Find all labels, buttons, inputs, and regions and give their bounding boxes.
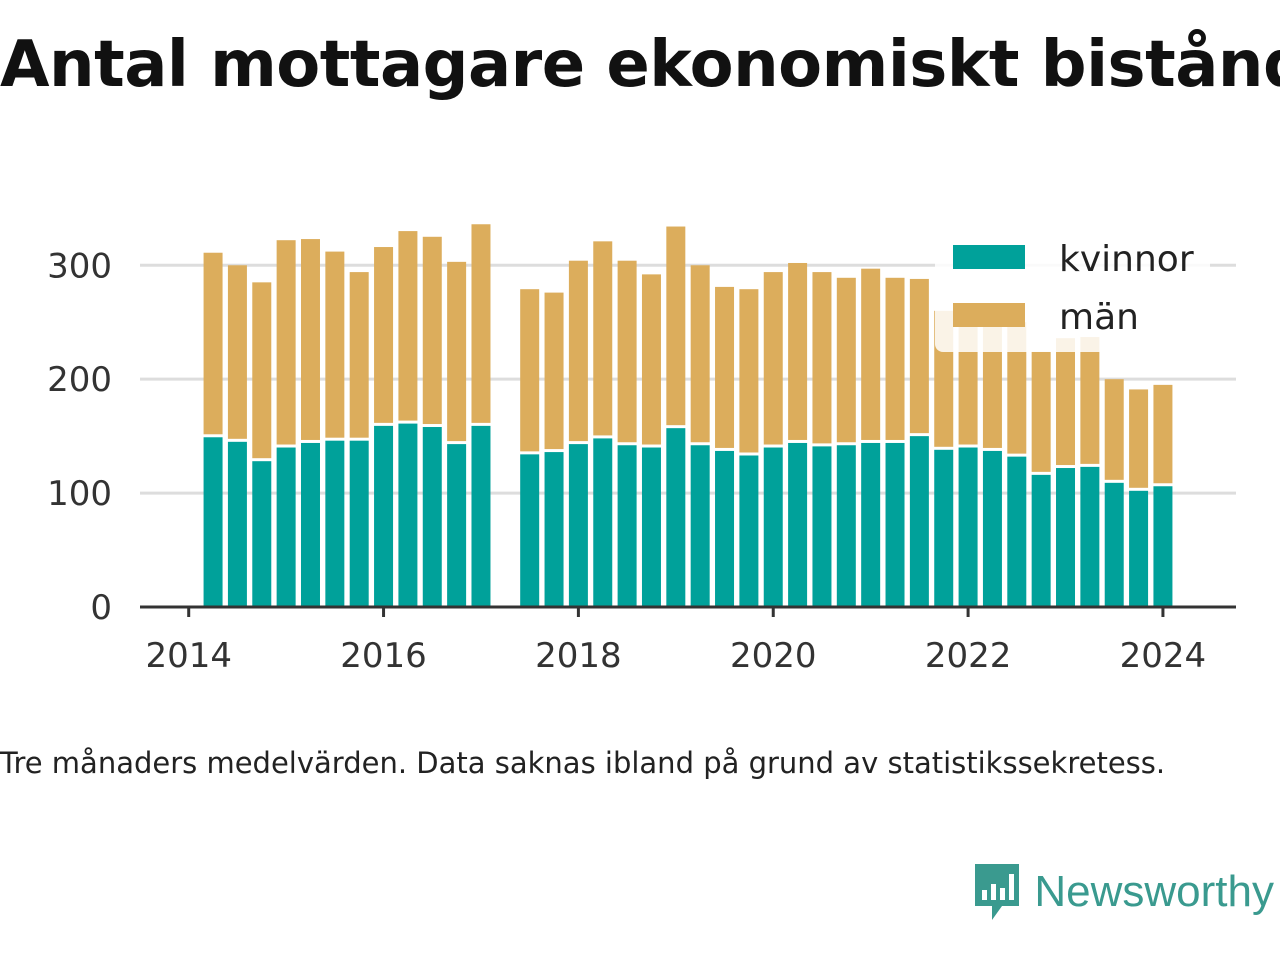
bar-man: [885, 277, 905, 440]
bar-kvinnor: [227, 441, 247, 607]
bar-man: [812, 272, 832, 444]
x-tick-label-2016: 2016: [340, 636, 427, 676]
bar-man: [325, 251, 345, 438]
bar-kvinnor: [1080, 466, 1100, 607]
bar-man: [1129, 389, 1149, 488]
legend-label-kvinnor: kvinnor: [1059, 239, 1194, 280]
bar-kvinnor: [1056, 468, 1076, 607]
bar-kvinnor: [568, 444, 588, 607]
bar-man: [349, 272, 369, 438]
bar-kvinnor: [763, 447, 783, 607]
x-tick-label-2014: 2014: [145, 636, 232, 676]
bar-man: [227, 265, 247, 439]
bar-kvinnor: [325, 440, 345, 607]
bar-man: [715, 286, 735, 448]
chart-title: Antal mottagare ekonomiskt bistånd: [0, 28, 1280, 102]
bar-kvinnor: [958, 447, 978, 607]
bar-kvinnor: [398, 423, 418, 607]
bar-kvinnor: [300, 442, 320, 607]
bar-man: [690, 265, 710, 443]
bar-kvinnor: [1031, 474, 1051, 607]
legend-swatch-man: [953, 303, 1025, 327]
legend-label-man: män: [1059, 297, 1139, 338]
bar-man: [422, 236, 442, 425]
x-tick-label-2020: 2020: [730, 636, 817, 676]
bar-man: [300, 239, 320, 440]
y-tick-label-200: 200: [47, 360, 112, 400]
bar-kvinnor: [349, 440, 369, 607]
y-tick-label-100: 100: [47, 474, 112, 514]
bar-kvinnor: [666, 428, 686, 607]
bar-man: [398, 231, 418, 421]
bar-man: [252, 282, 272, 459]
bar-kvinnor: [641, 447, 661, 607]
bar-man: [763, 272, 783, 445]
bar-man: [1056, 338, 1076, 466]
bar-man: [1104, 379, 1124, 480]
bar-kvinnor: [422, 427, 442, 607]
bar-man: [617, 260, 637, 443]
footnote: Tre månaders medelvärden. Data saknas ib…: [0, 746, 1166, 780]
x-tick-label-2018: 2018: [535, 636, 622, 676]
bar-man: [861, 268, 881, 440]
x-tick-label-2024: 2024: [1120, 636, 1207, 676]
bar-kvinnor: [1007, 456, 1027, 607]
bar-kvinnor: [690, 445, 710, 607]
bar-kvinnor: [544, 452, 564, 607]
legend-swatch-kvinnor: [953, 245, 1025, 269]
bar-kvinnor: [471, 425, 491, 607]
bar-man: [788, 262, 808, 440]
bar-kvinnor: [909, 436, 929, 607]
bar-man: [909, 278, 929, 434]
bar-man: [593, 241, 613, 436]
bar-kvinnor: [885, 442, 905, 607]
bar-man: [374, 247, 394, 423]
legend: kvinnor män: [935, 232, 1210, 352]
bar-man: [447, 261, 467, 442]
bar-man: [1153, 384, 1173, 484]
bar-kvinnor: [593, 438, 613, 607]
bar-kvinnor: [812, 446, 832, 607]
bar-kvinnor: [1153, 486, 1173, 607]
bar-kvinnor: [1129, 490, 1149, 607]
bar-kvinnor: [617, 445, 637, 607]
bar-kvinnor: [934, 449, 954, 607]
bar-man: [568, 260, 588, 442]
bar-man: [276, 240, 296, 445]
bar-kvinnor: [1104, 482, 1124, 607]
bar-kvinnor: [982, 450, 1002, 607]
bar-kvinnor: [276, 447, 296, 607]
bar-man: [1080, 337, 1100, 464]
bar-man: [471, 224, 491, 423]
bar-kvinnor: [252, 461, 272, 607]
bar-man: [641, 274, 661, 445]
brand-name: Newsworthy: [1034, 867, 1274, 916]
bar-kvinnor: [836, 445, 856, 607]
bar-man: [544, 292, 564, 450]
axes: 0 100 200 300 2014 2016 2018 2020 2022 2024: [47, 246, 1236, 676]
bar-man: [1031, 351, 1051, 472]
bar-man: [203, 252, 223, 435]
bar-man: [666, 226, 686, 426]
brand-logo[interactable]: Newsworthy: [972, 862, 1274, 922]
stacked-bar-chart: 0 100 200 300 2014 2016 2018 2020 2022 2024 kvinn…: [47, 224, 1236, 676]
bar-kvinnor: [447, 444, 467, 607]
y-tick-label-0: 0: [90, 588, 112, 628]
bar-kvinnor: [788, 442, 808, 607]
bar-kvinnor: [861, 442, 881, 607]
bar-kvinnor: [203, 437, 223, 607]
bar-man: [836, 277, 856, 443]
bar-kvinnor: [739, 455, 759, 607]
bar-kvinnor: [715, 450, 735, 607]
bar-man: [520, 289, 540, 452]
bar-kvinnor: [520, 454, 540, 607]
bar-man: [739, 289, 759, 453]
bar-man: [1007, 322, 1027, 454]
y-tick-label-300: 300: [47, 246, 112, 286]
x-tick-label-2022: 2022: [925, 636, 1012, 676]
bar-kvinnor: [374, 425, 394, 607]
bars: [203, 224, 1173, 607]
newsworthy-logo-icon: [975, 864, 1020, 920]
